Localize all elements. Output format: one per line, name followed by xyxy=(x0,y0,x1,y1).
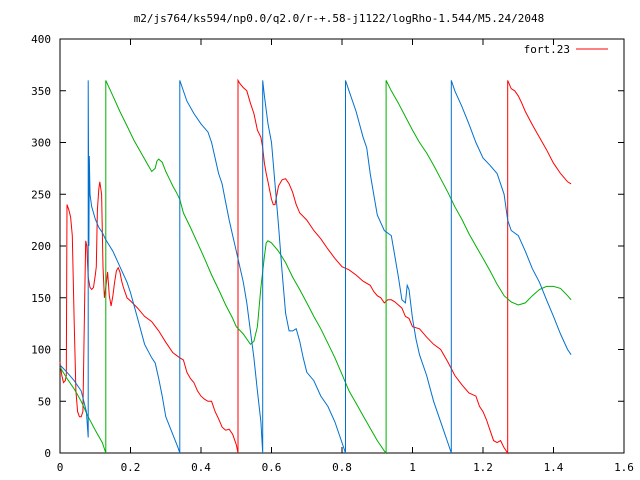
x-tick-label: 0.2 xyxy=(121,461,141,474)
x-axis: 0 0.2 0.4 0.6 0.8 1 1.2 1.4 1.6 xyxy=(57,39,634,474)
y-tick-label: 100 xyxy=(31,344,51,357)
y-tick-label: 200 xyxy=(31,240,51,253)
legend-label-fort-23: fort.23 xyxy=(524,43,570,56)
y-tick-label: 300 xyxy=(31,137,51,150)
chart-title: m2/js764/ks594/np0.0/q2.0/r-+.58-j1122/l… xyxy=(134,12,545,25)
x-tick-label: 1.6 xyxy=(614,461,634,474)
x-tick-label: 1 xyxy=(409,461,416,474)
x-tick-label: 0.8 xyxy=(332,461,352,474)
series-line-1 xyxy=(59,78,572,455)
x-tick-label: 1.4 xyxy=(544,461,564,474)
x-tick-label: 0.4 xyxy=(191,461,211,474)
series-line-2 xyxy=(59,80,572,455)
y-tick-label: 0 xyxy=(44,447,51,460)
y-tick-label: 350 xyxy=(31,85,51,98)
y-axis: 0 50 100 150 200 250 300 350 400 xyxy=(31,33,624,460)
series-layer xyxy=(59,78,572,455)
x-tick-label: 0.6 xyxy=(262,461,282,474)
x-tick-label: 0 xyxy=(57,461,64,474)
y-tick-label: 150 xyxy=(31,292,51,305)
y-tick-label: 50 xyxy=(38,395,51,408)
x-tick-label: 1.2 xyxy=(473,461,493,474)
y-tick-label: 400 xyxy=(31,33,51,46)
legend: fort.23 xyxy=(524,43,608,56)
plot-frame xyxy=(59,38,625,454)
series-line-3 xyxy=(59,80,572,454)
y-tick-label: 250 xyxy=(31,188,51,201)
